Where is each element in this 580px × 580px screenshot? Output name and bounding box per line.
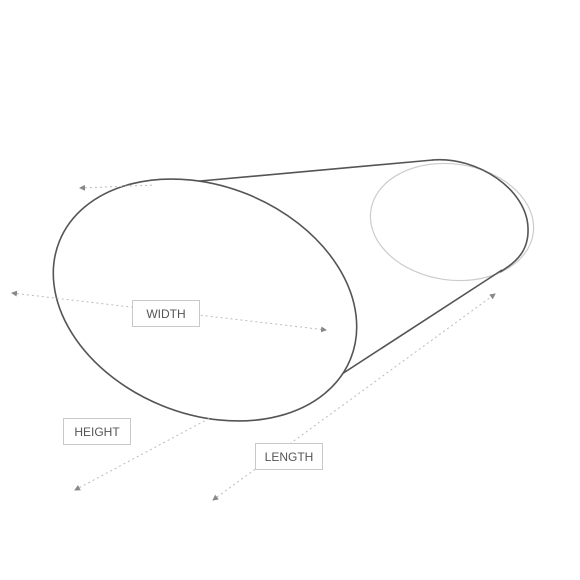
cylinder-back-rim — [432, 160, 528, 272]
length-label: LENGTH — [255, 443, 323, 470]
width-label: WIDTH — [132, 300, 200, 327]
height-label: HEIGHT — [63, 418, 131, 445]
cylinder-top-edge — [178, 160, 433, 183]
cylinder-back-face — [363, 153, 542, 291]
